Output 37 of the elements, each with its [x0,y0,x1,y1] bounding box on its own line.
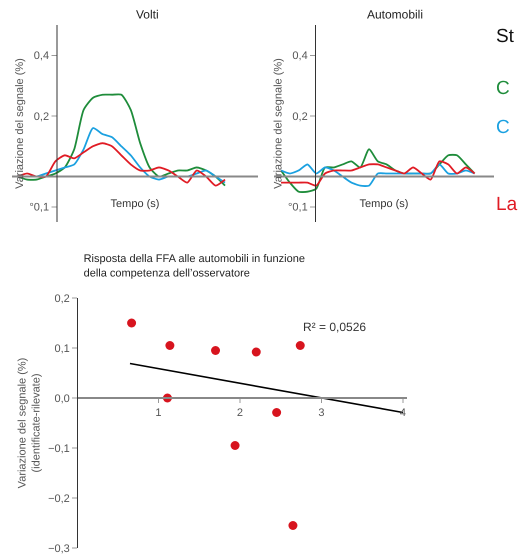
point [230,441,240,450]
x-axis-title: Tempo (s) [360,198,408,210]
point [211,346,220,355]
y-tick-label: 0,2 [54,292,70,305]
x-axis-title: Tempo (s) [110,198,160,210]
point [288,521,298,530]
y-tick-label: 0,2 [292,110,308,123]
chart-title: Risposta della FFA alle automobili in funzione della competenza dell’osservatore [84,253,305,280]
y-tick-label: −0,3 [48,542,70,555]
y-tick-label: 0,1 [54,342,70,355]
y-tick-label: °0,1 [29,202,50,214]
y-tick-label: 0,4 [34,50,50,62]
y-tick-label: −0,2 [48,492,70,505]
annotation: R² = 0,0526 [303,320,366,334]
point [296,341,305,350]
text: C [496,117,510,138]
chart-title: Volti [136,7,159,22]
y-tick-label: 0,2 [34,110,50,123]
y-tick-label: −0,1 [48,442,70,455]
y-tick-label: °0,1 [288,202,308,214]
legend-title: St [496,26,515,47]
x-tick-label: 3 [318,407,325,420]
text: C [496,78,510,99]
y-tick-label: 0,4 [292,50,308,62]
x-tick-label: 1 [155,407,162,420]
point [272,408,282,417]
point [127,318,136,328]
x-tick-label: 2 [236,407,244,420]
y-tick-label: 0,0 [54,392,70,405]
y-axis-title: Variazione del segnale (%) [14,58,26,189]
x-tick-label: 4 [400,407,406,420]
y-axis-title: Variazione del segnale (%) [272,58,285,189]
point [165,341,174,350]
chart-title: Automobili [366,7,424,22]
point [252,348,261,356]
series-label: La [496,194,518,215]
y-axis-title: Variazione del segnale (%) (identificate-rilevate) [16,358,43,488]
